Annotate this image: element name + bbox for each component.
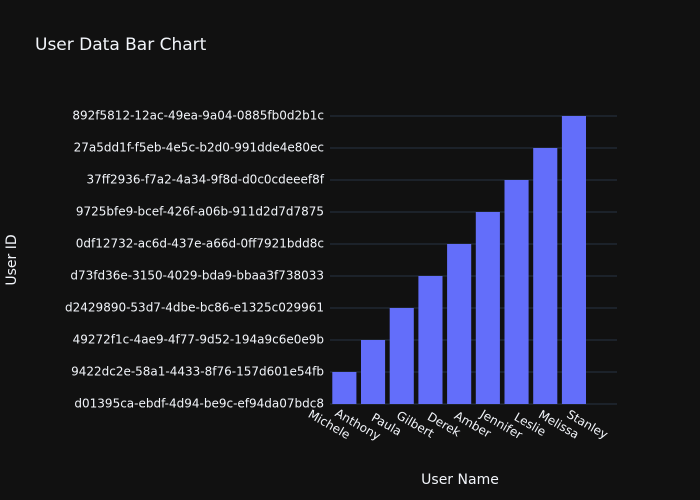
- y-tick-label: d73fd36e-3150-4029-bda9-bbaa3f738033: [70, 269, 324, 283]
- bar: [533, 148, 558, 404]
- bar: [504, 180, 529, 404]
- y-tick-label: d01395ca-ebdf-4d94-be9c-ef94da07bdc8: [74, 397, 324, 411]
- bar: [475, 212, 500, 404]
- y-axis-title: User ID: [4, 234, 20, 285]
- x-axis-title: User Name: [421, 472, 499, 488]
- y-tick-label: 9422dc2e-58a1-4433-8f76-157d601e54fb: [71, 365, 324, 379]
- y-tick-label: 37ff2936-f7a2-4a34-9f8d-d0c0cdeeef8f: [86, 173, 324, 187]
- y-tick-label: d2429890-53d7-4dbe-bc86-e1325c029961: [65, 301, 324, 315]
- bar: [332, 372, 357, 404]
- bar: [418, 276, 443, 404]
- y-tick-label: 0df12732-ac6d-437e-a66d-0ff7921bdd8c: [76, 237, 324, 251]
- bar: [360, 340, 386, 404]
- chart-title: User Data Bar Chart: [35, 35, 207, 55]
- y-tick-label: 892f5812-12ac-49ea-9a04-0885fb0d2b1c: [72, 109, 324, 123]
- bar: [389, 308, 414, 404]
- bar: [447, 244, 472, 404]
- y-tick-label: 49272f1c-4ae9-4f77-9d52-194a9c6e0e9b: [73, 333, 324, 347]
- y-tick-label: 27a5dd1f-f5eb-4e5c-b2d0-991dde4e80ec: [74, 141, 324, 155]
- y-tick-label: 9725bfe9-bcef-426f-a06b-911d2d7d7875: [76, 205, 324, 219]
- bar: [561, 116, 587, 404]
